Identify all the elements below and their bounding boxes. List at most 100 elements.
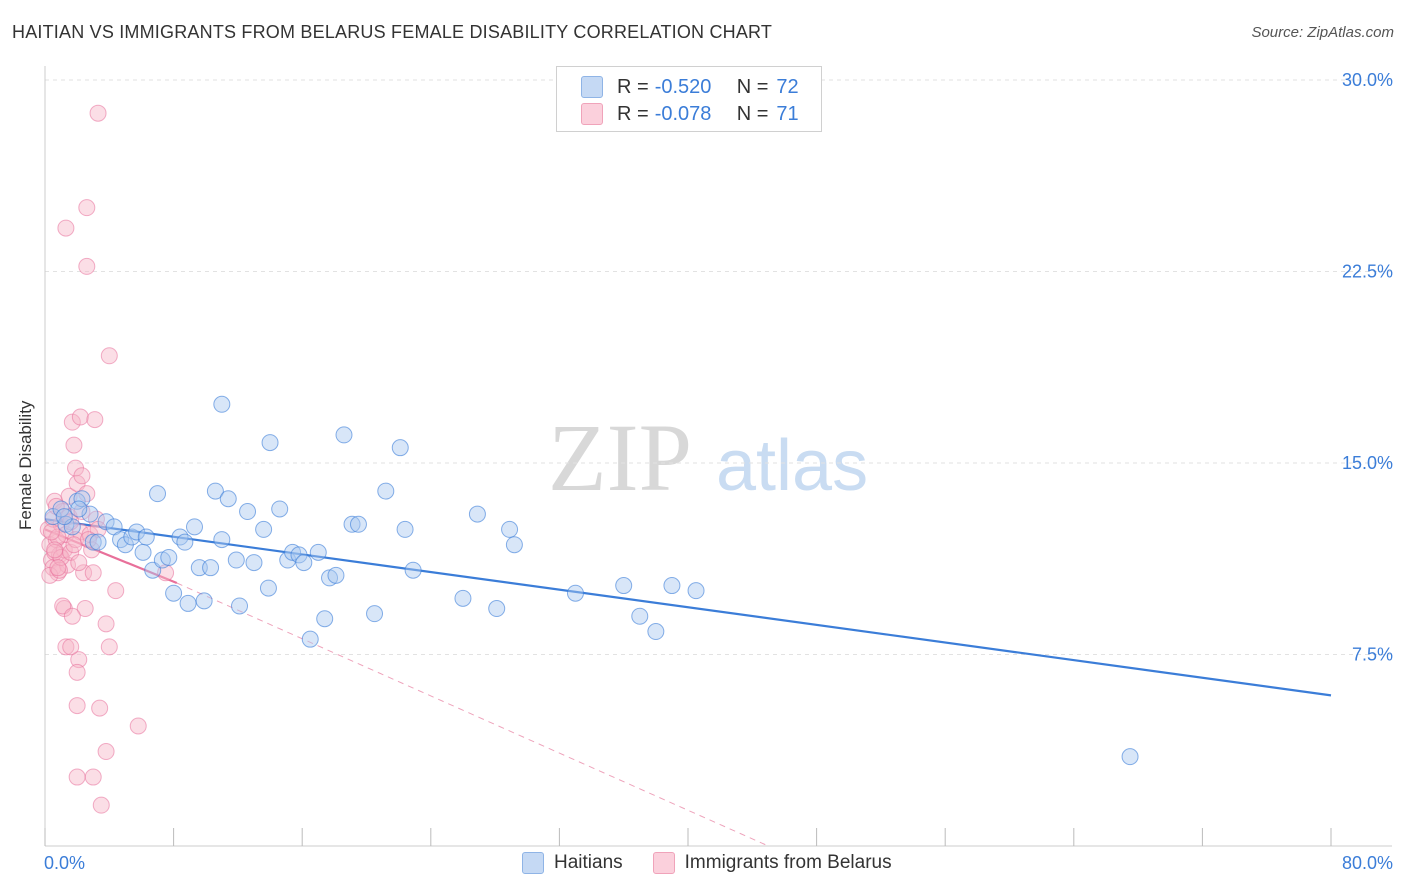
belarus-point xyxy=(107,582,125,600)
belarus-point xyxy=(89,104,107,122)
haitians-point xyxy=(327,566,345,584)
legend-row-haitians: R = -0.520 N = 72 xyxy=(581,75,799,99)
legend-label-belarus: Immigrants from Belarus xyxy=(684,852,892,873)
haitians-point xyxy=(171,528,189,546)
haitians-swatch xyxy=(581,76,603,98)
belarus-point xyxy=(86,411,104,429)
legend-label-haitians: Haitians xyxy=(554,852,623,873)
haitians-point xyxy=(343,515,361,533)
belarus-point xyxy=(65,436,83,454)
x-tick-label: 0.0% xyxy=(44,853,85,873)
haitians-point xyxy=(213,395,231,413)
haitians-point xyxy=(231,597,249,615)
haitians-point xyxy=(195,592,213,610)
x-tick-label: 80.0% xyxy=(1342,853,1393,873)
belarus-point xyxy=(46,541,64,559)
haitians-point xyxy=(488,600,506,618)
haitians-point xyxy=(501,520,519,538)
legend-item-belarus[interactable]: Immigrants from Belarus xyxy=(652,852,892,874)
haitians-point xyxy=(227,551,245,569)
haitians-point xyxy=(631,607,649,625)
belarus-swatch xyxy=(652,852,675,874)
legend-item-haitians[interactable]: Haitians xyxy=(522,852,623,874)
r-value: -0.078 xyxy=(654,102,712,125)
belarus-point xyxy=(78,199,96,217)
belarus-point xyxy=(84,768,102,786)
n-label: N = xyxy=(736,75,769,98)
haitians-point xyxy=(396,520,414,538)
n-value: 72 xyxy=(776,75,799,98)
belarus-point xyxy=(63,413,81,431)
belarus-point xyxy=(49,559,67,577)
trend-lines xyxy=(44,518,1332,847)
haitians-point xyxy=(239,503,257,521)
haitians-point xyxy=(245,554,263,572)
belarus-swatch xyxy=(581,103,603,125)
chart-title: HAITIAN VS IMMIGRANTS FROM BELARUS FEMAL… xyxy=(12,22,773,42)
n-value: 71 xyxy=(776,102,799,125)
r-label: R = xyxy=(617,102,649,125)
haitians-point xyxy=(255,520,273,538)
belarus-point xyxy=(97,615,115,633)
belarus-point xyxy=(129,717,147,735)
haitians-point xyxy=(202,559,220,577)
haitians-point xyxy=(505,536,523,554)
haitians-point xyxy=(309,543,327,561)
haitians-point xyxy=(1121,748,1139,766)
haitians-point xyxy=(687,582,705,600)
haitians-point xyxy=(134,543,152,561)
haitians-point xyxy=(128,523,146,541)
belarus-point xyxy=(62,638,80,656)
haitians-point xyxy=(377,482,395,500)
haitians-point xyxy=(137,528,155,546)
haitians-point xyxy=(70,500,88,518)
belarus-point xyxy=(42,523,60,541)
haitians-point xyxy=(271,500,289,518)
haitians-point xyxy=(84,533,102,551)
y-tick-label: 7.5% xyxy=(1352,645,1393,665)
stats-legend: R = -0.520 N = 72 R = -0.078 N = 71 xyxy=(556,66,822,132)
belarus-point xyxy=(60,487,78,505)
tick-labels: 7.5% 15.0% 22.5% 30.0% 0.0% 80.0% xyxy=(44,70,1393,873)
r-label: R = xyxy=(617,75,649,98)
belarus-point xyxy=(100,638,118,656)
haitians-point xyxy=(259,579,277,597)
belarus-point xyxy=(63,607,81,625)
axes xyxy=(44,66,1392,847)
n-label: N = xyxy=(736,102,769,125)
haitians-point xyxy=(206,482,224,500)
belarus-point xyxy=(57,638,75,656)
haitians-point xyxy=(185,518,203,536)
haitians-points xyxy=(44,395,1139,766)
haitians-point xyxy=(454,589,472,607)
haitians-point xyxy=(55,508,73,526)
haitians-trend-line xyxy=(44,518,1332,697)
series-legend: Haitians Immigrants from Belarus xyxy=(522,852,922,874)
haitians-point xyxy=(73,490,91,508)
belarus-point xyxy=(79,531,97,549)
r-value: -0.520 xyxy=(654,75,712,98)
belarus-point xyxy=(70,554,88,572)
haitians-point xyxy=(112,531,130,549)
belarus-points xyxy=(39,104,175,814)
belarus-point xyxy=(92,796,110,814)
grid-lines xyxy=(45,79,1392,655)
haitians-point xyxy=(176,533,194,551)
belarus-point xyxy=(65,536,83,554)
watermark-zip: ZIP xyxy=(548,404,692,511)
haitians-point xyxy=(301,630,319,648)
legend-row-belarus: R = -0.078 N = 71 xyxy=(581,102,799,126)
haitians-point xyxy=(366,605,384,623)
belarus-point xyxy=(68,768,86,786)
haitians-point xyxy=(149,485,167,503)
y-tick-label: 15.0% xyxy=(1342,453,1393,473)
haitians-point xyxy=(81,505,99,523)
haitians-point xyxy=(663,577,681,595)
haitians-point xyxy=(179,594,197,612)
belarus-point xyxy=(68,697,86,715)
haitians-point xyxy=(647,623,665,641)
watermark-atlas: atlas xyxy=(716,426,868,506)
belarus-trend-line xyxy=(44,528,178,585)
haitians-point xyxy=(391,439,409,457)
belarus-point xyxy=(57,219,75,237)
